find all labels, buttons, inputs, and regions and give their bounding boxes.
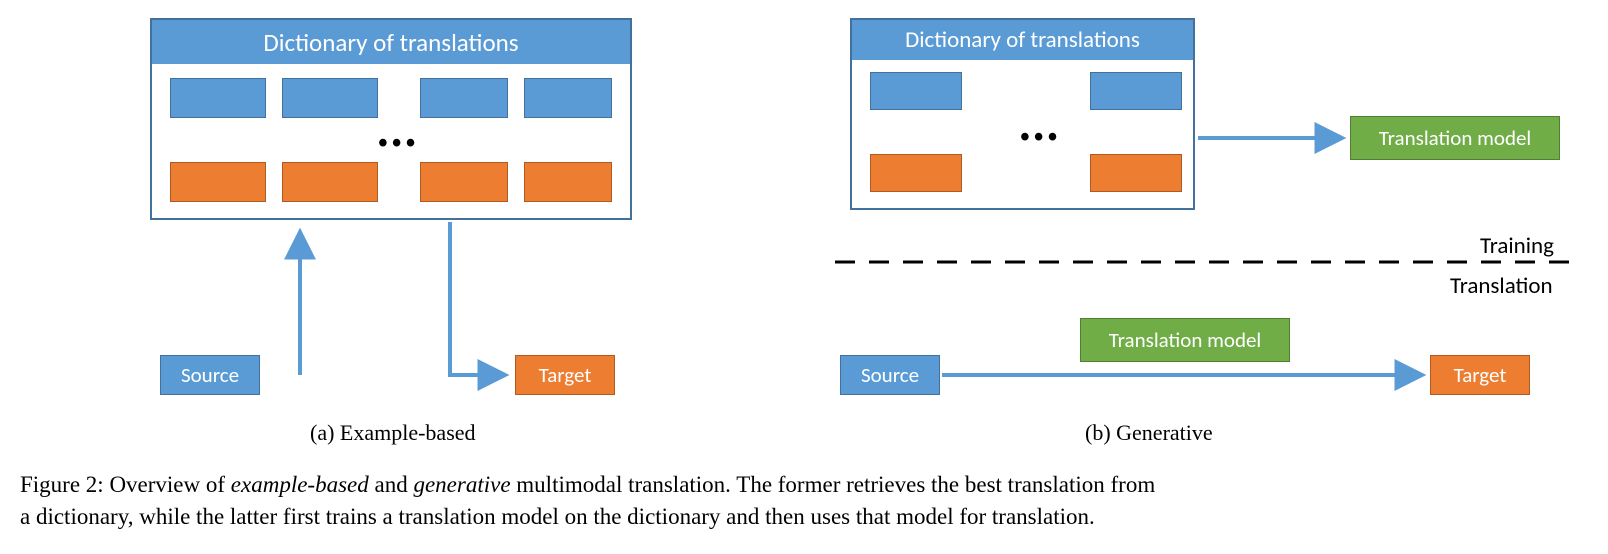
panel-b-pair-top — [1090, 72, 1182, 110]
panel-b-pair-top — [870, 72, 962, 110]
panel-b-dictionary-header: Dictionary of translations — [852, 20, 1193, 60]
training-label: Training — [1480, 232, 1554, 260]
panel-a-pair-bottom — [282, 162, 378, 202]
panel-a-pair-bottom — [524, 162, 612, 202]
panel-b-dictionary-header-text: Dictionary of translations — [905, 26, 1140, 54]
panel-a-dictionary-header-text: Dictionary of translations — [263, 27, 518, 58]
figure-canvas: Dictionary of translations Dictionary of… — [0, 0, 1608, 554]
translation-label-text: Translation — [1450, 272, 1553, 300]
panel-a-pair-bottom — [170, 162, 266, 202]
panel-b-translation-model-bottom: Translation model — [1080, 318, 1290, 362]
panel-a-dictionary-header: Dictionary of translations — [152, 20, 630, 64]
panel-b-sub-caption: (b) Generative — [1085, 420, 1213, 446]
training-label-text: Training — [1480, 232, 1554, 260]
panel-a-pair-top — [420, 78, 508, 118]
panel-b-sub-caption-text: (b) Generative — [1085, 420, 1213, 445]
panel-a-ellipsis-icon: ••• — [378, 128, 419, 160]
panel-a-pair-top — [524, 78, 612, 118]
figure-caption-line-2: a dictionary, while the latter first tra… — [20, 504, 1095, 530]
panel-a-pair-top — [170, 78, 266, 118]
panel-b-pair-bottom — [1090, 154, 1182, 192]
panel-a-pair-bottom — [420, 162, 508, 202]
panel-a-sub-caption-text: (a) Example-based — [310, 420, 476, 445]
translation-label: Translation — [1450, 272, 1553, 300]
panel-b-translation-model-top: Translation model — [1350, 116, 1560, 160]
panel-b-pair-bottom — [870, 154, 962, 192]
panel-a-target-box: Target — [515, 355, 615, 395]
panel-a-pair-top — [282, 78, 378, 118]
panel-b-source-box: Source — [840, 355, 940, 395]
panel-a-sub-caption: (a) Example-based — [310, 420, 476, 446]
figure-caption-line-1: Figure 2: Overview of example-based and … — [20, 472, 1588, 498]
panel-a-source-box: Source — [160, 355, 260, 395]
panel-b-ellipsis-icon: ••• — [1020, 122, 1061, 154]
panel-b-target-box: Target — [1430, 355, 1530, 395]
